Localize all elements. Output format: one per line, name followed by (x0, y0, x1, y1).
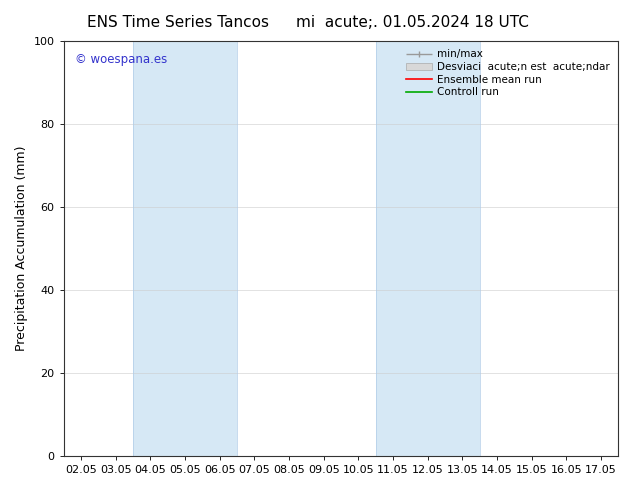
Bar (133, 41, 237, 456)
Legend: min/max, Desviaci  acute;n est  acute;ndar, Ensemble mean run, Controll run: min/max, Desviaci acute;n est acute;ndar… (403, 46, 613, 100)
Y-axis label: Precipitation Accumulation (mm): Precipitation Accumulation (mm) (15, 146, 28, 351)
Text: © woespana.es: © woespana.es (75, 53, 167, 67)
Bar (376, 41, 480, 456)
Text: ENS Time Series Tancos: ENS Time Series Tancos (86, 15, 269, 30)
Text: mi  acute;. 01.05.2024 18 UTC: mi acute;. 01.05.2024 18 UTC (295, 15, 529, 30)
